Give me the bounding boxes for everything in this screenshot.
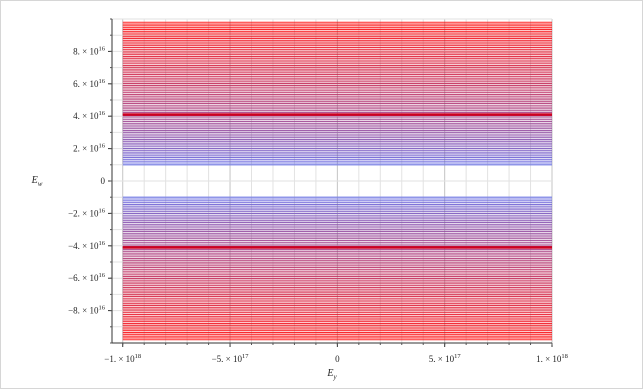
- y-tick-label: 6. × 1016: [73, 78, 106, 89]
- y-tick-label: 2. × 1016: [73, 143, 106, 154]
- x-tick-label: 0: [335, 354, 340, 364]
- y-tick-label: −2. × 1016: [68, 207, 106, 218]
- y-tick-label: 4. × 1016: [73, 110, 106, 121]
- contour-lines: [122, 21, 552, 341]
- x-axis-label: Ey: [326, 368, 337, 381]
- y-tick-label: 0: [101, 176, 106, 186]
- y-tick-label: −6. × 1016: [68, 272, 106, 283]
- y-tick-label: −4. × 1016: [68, 240, 106, 251]
- x-tick-label: −5. × 1017: [212, 353, 250, 364]
- x-tick-label: 1. × 1018: [536, 353, 568, 364]
- y-tick-label: 8. × 1016: [73, 45, 106, 56]
- y-axis-label: Ew: [31, 175, 43, 188]
- x-tick-label: 5. × 1017: [429, 353, 462, 364]
- x-tick-label: −1. × 1018: [104, 353, 141, 364]
- ticks: −1. × 1018 −5. × 1017 0 5. × 1017 1. × 1018 8…: [68, 18, 568, 364]
- y-tick-label: −8. × 1016: [68, 305, 106, 316]
